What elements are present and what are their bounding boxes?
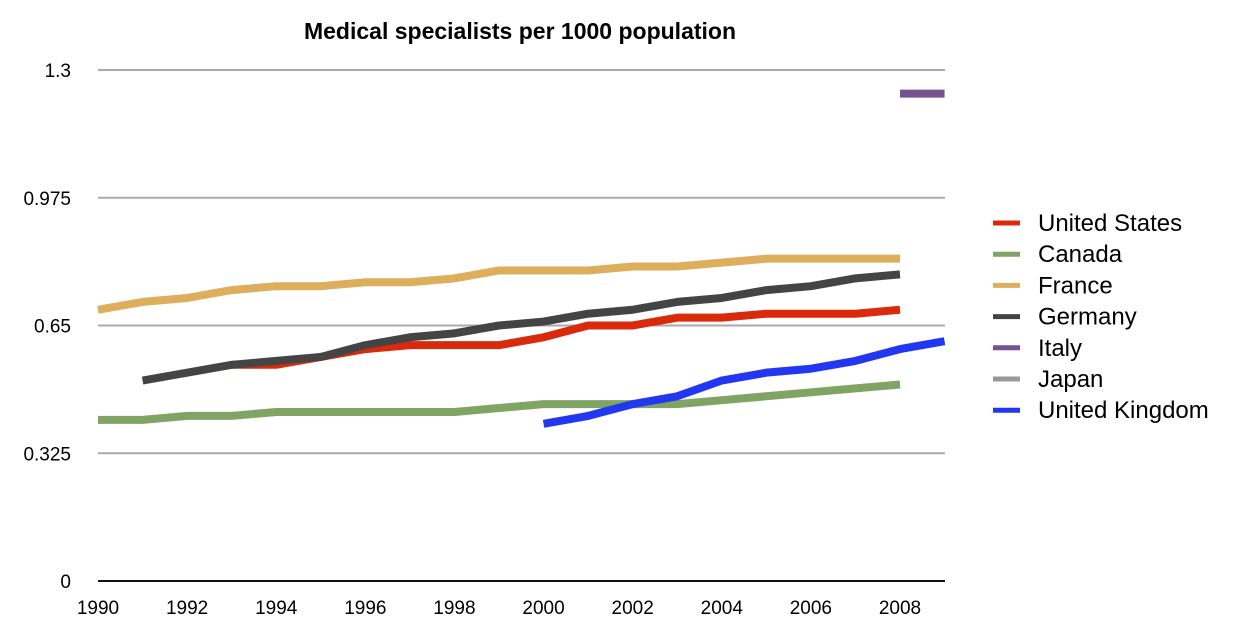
legend-item: United States [993,210,1182,237]
x-tick-label: 2002 [612,598,654,619]
legend-label: Japan [1038,366,1103,393]
x-tick-label: 2008 [879,598,921,619]
legend-label: Canada [1038,241,1123,268]
legend-label: France [1038,272,1113,299]
x-tick-label: 2006 [790,598,832,619]
legend-item: Japan [993,366,1103,393]
legend-item: Canada [993,241,1123,268]
legend-item: Italy [993,335,1082,362]
legend-label: Germany [1038,304,1137,331]
x-tick-label: 2000 [522,598,564,619]
y-tick-label: 0.325 [23,444,71,465]
series-lines [97,89,946,428]
x-tick-label: 1996 [344,598,386,619]
legend-item: France [993,272,1113,299]
legend-item: Germany [993,304,1137,331]
y-tick-label: 0.65 [34,317,71,338]
x-axis-ticks: 1990 1992 1994 1996 1998 2000 2002 2004 2006 2008 [77,598,921,619]
x-tick-label: 1994 [255,598,298,619]
y-tick-label: 1.3 [45,61,71,82]
series-line-canada [98,380,901,424]
series-line-germany [141,270,901,385]
legend-label: United Kingdom [1038,397,1209,424]
legend-label: United States [1038,210,1182,237]
series-line-united-kingdom [542,337,946,428]
x-tick-label: 1998 [433,598,475,619]
y-tick-label: 0 [60,572,71,593]
x-tick-label: 1990 [77,598,119,619]
legend-label: Italy [1038,335,1082,362]
chart-title: Medical specialists per 1000 population [304,18,736,44]
series-line-france [97,254,900,314]
y-tick-label: 0.975 [23,189,71,210]
legend-item: United Kingdom [993,397,1209,424]
y-axis-ticks: 0 0.325 0.65 0.975 1.3 [23,61,71,593]
x-tick-label: 1992 [166,598,208,619]
legend: United States Canada France Germany Italy Jap… [993,210,1209,424]
x-tick-label: 2004 [701,598,744,619]
